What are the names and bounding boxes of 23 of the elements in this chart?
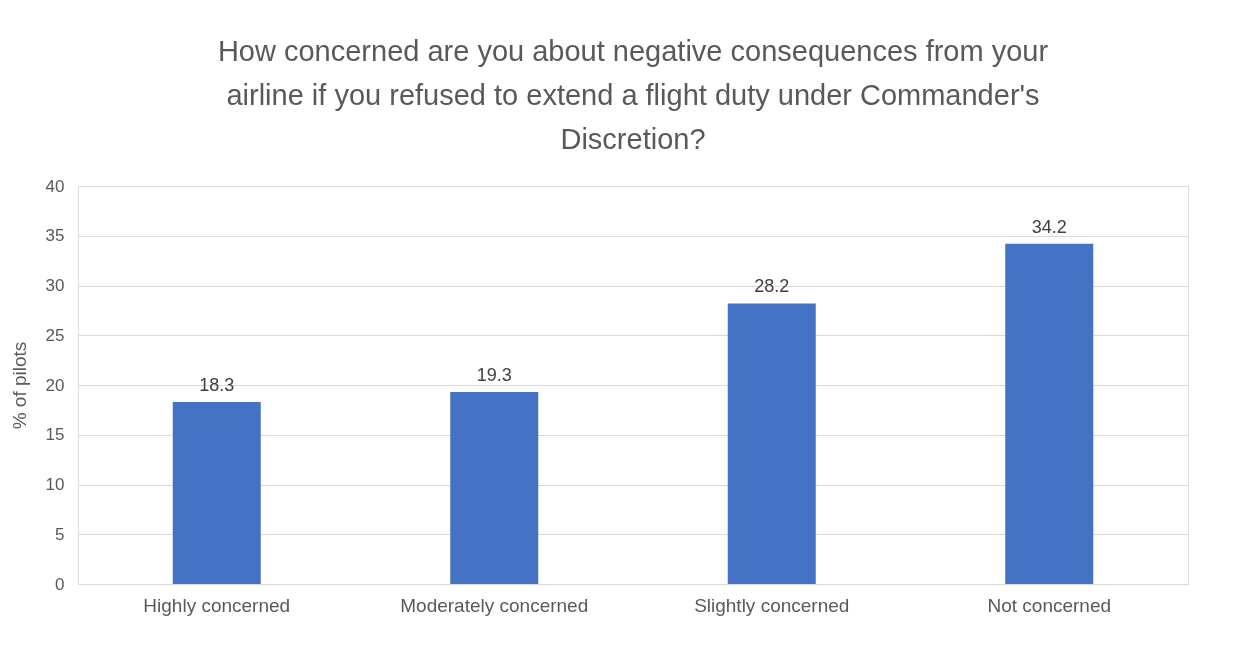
data-label: 18.3 <box>199 374 235 395</box>
y-tick-label: 15 <box>45 425 65 445</box>
bar <box>450 391 539 584</box>
y-tick-label: 10 <box>45 475 65 494</box>
bar <box>172 401 261 584</box>
y-axis-title: % of pilots <box>8 341 30 430</box>
y-tick-label: 0 <box>55 574 65 594</box>
y-tick-label: 20 <box>45 375 65 395</box>
y-tick-label: 25 <box>45 325 65 345</box>
bar <box>1005 243 1094 584</box>
y-tick-label: 40 <box>45 176 65 196</box>
data-label: 28.2 <box>754 276 790 297</box>
data-label: 34.2 <box>1031 216 1067 237</box>
bar <box>727 303 816 584</box>
y-tick-label: 30 <box>45 276 65 295</box>
x-tick-label: Highly concerned <box>143 594 291 616</box>
x-tick-label: Not concerned <box>987 594 1112 616</box>
y-tick-label: 5 <box>55 524 65 544</box>
y-tick-label: 35 <box>45 226 65 246</box>
chart-title: How concerned are you about negative consequences from your airline if you refused to extend a flight duty under Commander's Discretion? <box>217 35 1049 155</box>
data-label: 19.3 <box>476 364 512 385</box>
x-tick-label: Slightly concerned <box>694 594 850 616</box>
x-tick-label: Moderately concerned <box>400 594 589 616</box>
